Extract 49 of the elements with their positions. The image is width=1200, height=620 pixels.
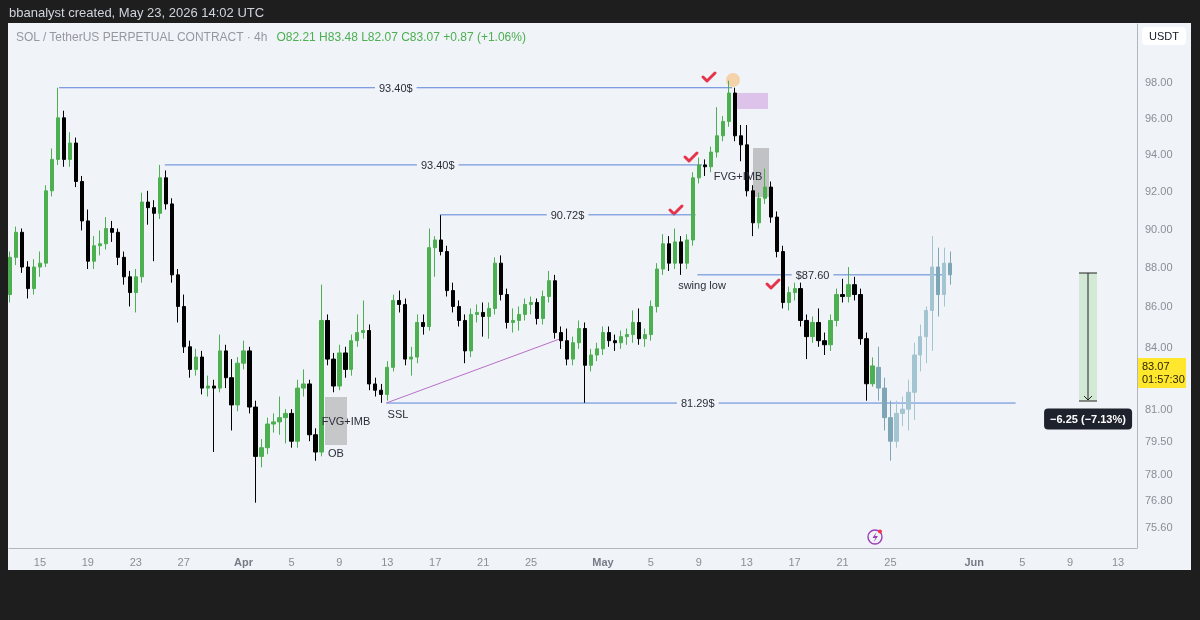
annotation: 81.29$: [680, 397, 715, 410]
text: SOL / TetherUS PERPETUAL CONTRACT · 4h: [16, 30, 268, 44]
y-tick-label: 75.60: [1145, 521, 1173, 534]
y-tick-label: 90.00: [1145, 222, 1173, 235]
x-tick-label: 27: [177, 555, 190, 568]
x-tick-label: May: [592, 555, 615, 568]
annotation: 93.40$: [420, 158, 455, 171]
y-tick-label: 76.80: [1145, 494, 1173, 507]
y-tick-label: 86.00: [1145, 300, 1173, 313]
x-tick-label: 5: [1019, 555, 1026, 568]
x-tick-label: 25: [884, 555, 897, 568]
x-tick-label: 5: [647, 555, 654, 568]
annotation: SSL: [387, 407, 409, 421]
y-tick-label: 92.00: [1145, 184, 1173, 197]
x-tick-label: 9: [1067, 555, 1074, 568]
x-tick-label: 5: [288, 555, 295, 568]
x-tick-label: 13: [1111, 555, 1125, 568]
x-tick-label: 17: [788, 555, 801, 568]
y-axis-title: USDT: [1142, 27, 1186, 45]
x-tick-label: 19: [81, 555, 94, 568]
x-tick-label: 9: [336, 555, 343, 568]
x-tick-label: 17: [429, 555, 442, 568]
text: bbanalyst created, May 23, 2026 14:02 UTC: [9, 5, 265, 20]
text: O82.21 H83.48 L82.07 C83.07 +0.87 (+1.06%): [276, 30, 526, 44]
x-tick-label: 23: [129, 555, 142, 568]
x-tick-label: 25: [524, 555, 538, 568]
annotation: −6.25 (−7.13%): [1044, 408, 1132, 430]
text: 83.07 01:57:30: [1138, 358, 1186, 388]
annotation: OB: [328, 446, 344, 460]
y-tick-label: 84.00: [1145, 340, 1173, 353]
annotation: $87.60: [795, 268, 830, 281]
annotation: 93.40$: [378, 81, 413, 94]
y-tick-label: 78.00: [1145, 467, 1173, 480]
y-tick-label: 96.00: [1145, 111, 1173, 124]
y-tick-label: 88.00: [1145, 261, 1173, 274]
x-tick-label: 21: [477, 555, 490, 568]
y-tick-label: 81.00: [1145, 403, 1173, 416]
x-tick-label: Jun: [964, 555, 985, 568]
annotation: swing low: [678, 278, 726, 292]
y-tick-label: 98.00: [1145, 76, 1173, 89]
annotation: 90.72$: [550, 208, 585, 221]
x-tick-label: Apr: [234, 555, 254, 568]
x-tick-label: 13: [381, 555, 394, 568]
y-tick-label: 94.00: [1145, 147, 1173, 160]
x-tick-label: 21: [836, 555, 849, 568]
x-tick-label: 15: [33, 555, 47, 568]
x-tick-label: 13: [740, 555, 753, 568]
x-tick-label: 9: [695, 555, 702, 568]
y-tick-label: 79.50: [1145, 435, 1173, 448]
